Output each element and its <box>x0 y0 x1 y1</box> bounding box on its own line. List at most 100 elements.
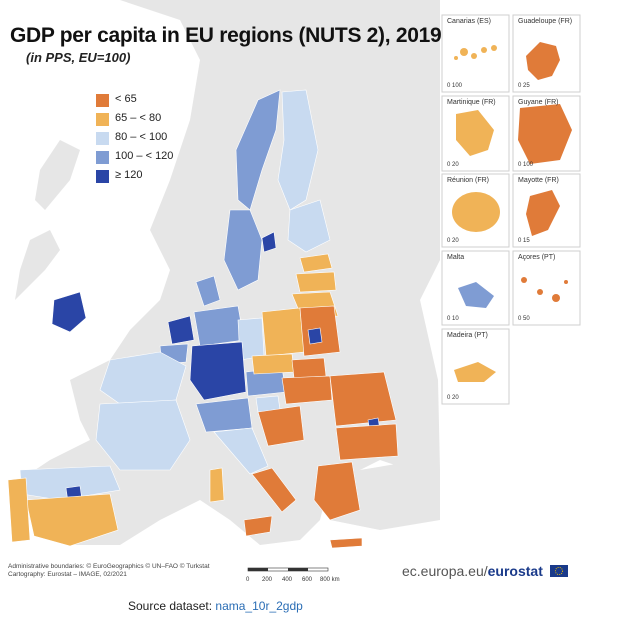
legend-swatch <box>96 94 109 107</box>
inset-malta: Malta 0 10 <box>442 251 509 325</box>
brand-name: eurostat <box>487 563 543 579</box>
region-italy-north <box>195 397 253 433</box>
inset-acores: Açores (PT) 0 50 <box>513 251 580 325</box>
region-hungary <box>281 375 333 405</box>
legend-label: 65 – < 80 <box>115 112 162 124</box>
europe-choropleth-map <box>7 0 581 549</box>
inset-scale: 0 25 <box>518 83 530 89</box>
source-label: Source dataset: <box>128 599 213 613</box>
region-ireland <box>51 291 87 333</box>
region-latvia <box>295 271 337 293</box>
non-eu-land <box>15 0 440 545</box>
region-stockholm <box>261 231 277 253</box>
legend-swatch <box>96 170 109 183</box>
inset-scale: 0 100 <box>447 83 463 89</box>
inset-title: Martinique (FR) <box>447 99 496 106</box>
region-france-south <box>95 399 191 471</box>
inset-martinique-shape <box>456 110 494 156</box>
scale-label: 200 <box>262 577 273 583</box>
source-dataset-link[interactable]: nama_10r_2gdp <box>215 599 303 613</box>
region-france-north <box>99 351 187 405</box>
inset-title: Réunion (FR) <box>447 177 490 184</box>
region-crete <box>329 537 363 549</box>
region-sardinia <box>209 467 225 503</box>
inset-scale: 0 10 <box>447 316 459 322</box>
inset-title: Mayotte (FR) <box>518 177 559 184</box>
region-spain-south <box>25 493 119 547</box>
region-germany-north <box>193 305 245 347</box>
inset-reunion: Réunion (FR) 0 20 <box>442 174 509 247</box>
legend-label: 80 – < 100 <box>115 131 168 143</box>
map-credits: Administrative boundaries: © EuroGeograp… <box>8 563 210 579</box>
inset-title: Açores (PT) <box>518 254 556 261</box>
inset-scale: 0 20 <box>447 395 459 401</box>
eu-regions <box>7 89 399 549</box>
legend-swatch <box>96 113 109 126</box>
legend-swatch <box>96 132 109 145</box>
region-sweden-south <box>223 209 263 291</box>
inset-title: Madeira (PT) <box>447 332 488 339</box>
brand-prefix: ec.europa.eu/ <box>402 563 488 579</box>
inset-mayotte-shape <box>526 190 560 236</box>
inset-acores-shape <box>521 277 568 302</box>
region-finland-south <box>287 199 331 253</box>
scale-label: 400 <box>282 577 293 583</box>
scale-label: 0 <box>246 577 250 583</box>
region-italy-centre <box>213 427 269 475</box>
inset-scale: 0 100 <box>518 162 534 168</box>
map-subtitle: (in PPS, EU=100) <box>26 50 131 65</box>
inset-scale: 0 20 <box>447 238 459 244</box>
region-sweden-north <box>235 89 281 211</box>
inset-guyane-shape <box>518 104 572 164</box>
region-italy-south <box>251 467 297 513</box>
inset-canarias: Canarias (ES) 0 100 <box>442 15 509 92</box>
legend-label: < 65 <box>115 93 137 105</box>
inset-title: Malta <box>447 254 465 261</box>
region-germany-south <box>189 341 247 401</box>
map-title: GDP per capita in EU regions (NUTS 2), 2… <box>10 24 442 47</box>
region-sicily <box>243 515 273 537</box>
inset-title: Guyane (FR) <box>518 99 559 106</box>
legend-label: 100 – < 120 <box>115 150 174 162</box>
source-line: Source dataset: nama_10r_2gdp <box>128 599 303 613</box>
inset-mayotte: Mayotte (FR) 0 15 <box>513 174 580 247</box>
region-greece <box>313 461 361 521</box>
region-finland-north <box>277 89 319 211</box>
inset-reunion-shape <box>452 192 500 232</box>
inset-scale: 0 50 <box>518 316 530 322</box>
region-estonia <box>299 253 333 273</box>
inset-title: Canarias (ES) <box>447 18 491 25</box>
inset-madeira-shape <box>454 362 496 382</box>
scale-bar: 0 200 400 600 800 km <box>246 567 340 583</box>
credits-line: Cartography: Eurostat – IMAGE, 02/2021 <box>8 571 127 578</box>
region-poland-west <box>261 307 305 357</box>
inset-scale: 0 15 <box>518 238 530 244</box>
legend-label: ≥ 120 <box>115 169 143 181</box>
scale-label: 800 km <box>320 577 340 583</box>
region-portugal <box>7 477 31 543</box>
eu-flag-icon <box>549 565 568 577</box>
inset-canarias-shape <box>454 45 497 60</box>
inset-shapes <box>452 42 572 382</box>
inset-guyane: Guyane (FR) 0 100 <box>513 96 580 171</box>
inset-martinique: Martinique (FR) 0 20 <box>442 96 509 171</box>
eurostat-brand[interactable]: ec.europa.eu/eurostat <box>402 563 568 579</box>
credits-line: Administrative boundaries: © EuroGeograp… <box>8 563 210 570</box>
region-netherlands <box>167 315 195 345</box>
region-warsaw <box>307 327 323 345</box>
region-croatia <box>257 405 305 447</box>
region-denmark <box>195 275 221 307</box>
inset-scale: 0 20 <box>447 162 459 168</box>
region-czechia <box>251 353 295 375</box>
scale-label: 600 <box>302 577 313 583</box>
region-bulgaria <box>335 423 399 461</box>
inset-malta-shape <box>458 282 494 308</box>
inset-title: Guadeloupe (FR) <box>518 18 573 25</box>
map-figure: GDP per capita in EU regions (NUTS 2), 2… <box>7 0 581 583</box>
inset-madeira: Madeira (PT) 0 20 <box>442 329 509 404</box>
inset-guadeloupe: Guadeloupe (FR) 0 25 <box>513 15 580 92</box>
region-romania <box>329 371 397 427</box>
region-slovakia <box>291 357 327 379</box>
inset-guadeloupe-shape <box>526 42 560 80</box>
legend-swatch <box>96 151 109 164</box>
